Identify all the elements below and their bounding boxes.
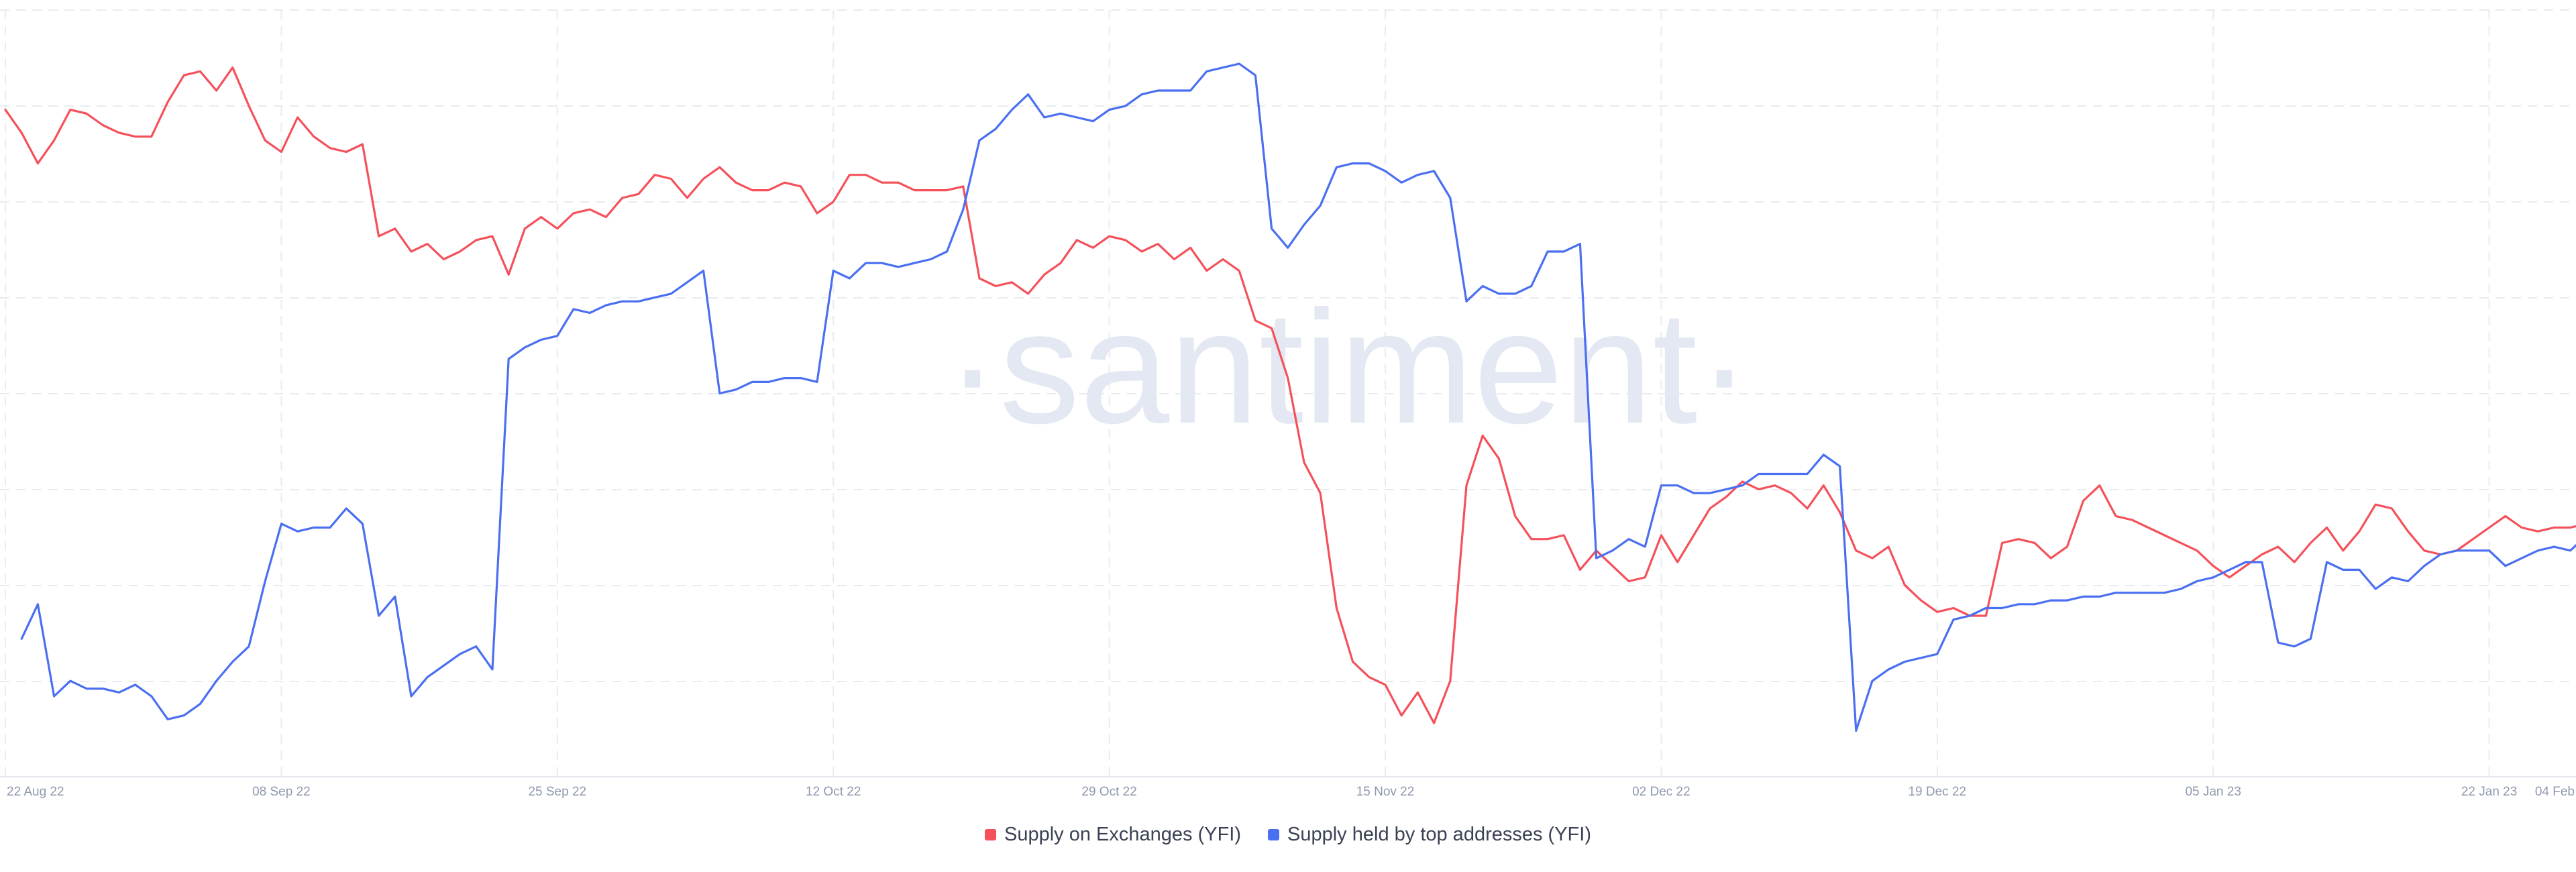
x-tick-label: 29 Oct 22 [1081, 785, 1136, 799]
chart-grid [0, 9, 2576, 777]
legend-item-top-addresses[interactable]: Supply held by top addresses (YFI) [1268, 824, 1591, 846]
series-line-top-addresses [20, 62, 2576, 732]
chart-series [4, 62, 2576, 732]
legend-label-exchanges: Supply on Exchanges (YFI) [1004, 824, 1242, 845]
x-tick-label: 08 Sep 22 [252, 785, 311, 799]
chart-legend: Supply on Exchanges (YFI) Supply held by… [0, 824, 2576, 846]
x-tick-label: 12 Oct 22 [806, 785, 861, 799]
series-line-exchanges [4, 66, 2576, 724]
legend-item-exchanges[interactable]: Supply on Exchanges (YFI) [985, 824, 1241, 846]
exchanges-color-swatch [985, 829, 996, 840]
x-tick-label: 22 Aug 22 [7, 785, 64, 799]
x-tick-label: 25 Sep 22 [528, 785, 586, 799]
x-tick-label: 05 Jan 23 [2185, 785, 2241, 799]
watermark: ·santiment· [946, 277, 1751, 457]
santiment-watermark: ·santiment· [946, 277, 1751, 457]
x-tick-label: 04 Feb [2535, 785, 2575, 799]
x-tick-label: 15 Nov 22 [1356, 785, 1415, 799]
x-tick-label: 22 Jan 23 [2461, 785, 2517, 799]
legend-label-top-addresses: Supply held by top addresses (YFI) [1287, 824, 1591, 845]
x-axis: 22 Aug 22 08 Sep 22 25 Sep 22 12 Oct 22 29 O… [0, 776, 2576, 799]
x-tick-label: 19 Dec 22 [1908, 785, 1966, 799]
x-tick-label: 02 Dec 22 [1632, 785, 1690, 799]
top-addresses-color-swatch [1268, 829, 1280, 840]
